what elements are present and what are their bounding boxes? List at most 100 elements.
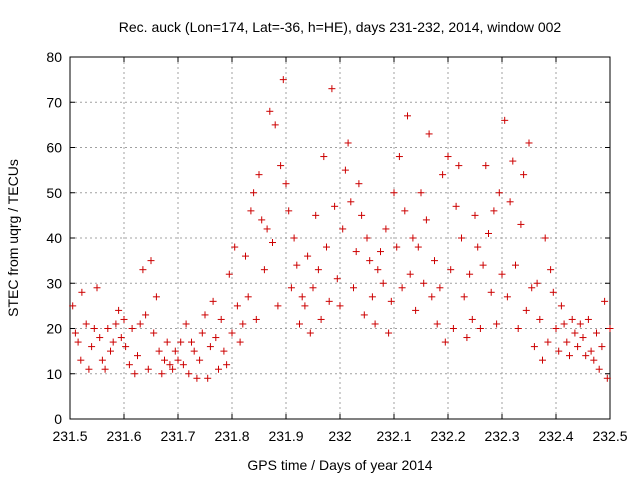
data-point [509, 157, 517, 165]
data-point [549, 288, 557, 296]
data-point [206, 343, 214, 351]
data-point [420, 279, 428, 287]
data-point [201, 311, 209, 319]
data-point [377, 248, 384, 256]
data-point [112, 320, 120, 328]
data-point [598, 343, 606, 351]
data-point [120, 315, 128, 323]
data-point [139, 266, 147, 274]
data-point [209, 297, 217, 305]
data-point [468, 315, 476, 323]
data-point [233, 302, 241, 310]
x-tick-label: 231.7 [160, 428, 195, 444]
data-point [317, 315, 325, 323]
data-point [152, 293, 160, 301]
data-point [503, 293, 511, 301]
data-point [601, 297, 609, 305]
data-point [244, 293, 252, 301]
data-point [182, 320, 190, 328]
data-point [293, 261, 301, 269]
data-point [406, 270, 414, 278]
x-tick-label: 232.4 [538, 428, 573, 444]
data-point [603, 374, 611, 382]
data-point [298, 293, 306, 301]
data-point [398, 284, 406, 292]
data-point [501, 116, 509, 124]
data-point [476, 325, 484, 332]
data-point [525, 139, 533, 147]
data-point [360, 311, 368, 319]
data-point [312, 211, 320, 219]
data-point [212, 334, 220, 342]
data-point [606, 325, 614, 332]
data-point [587, 347, 595, 355]
data-point [574, 343, 582, 351]
data-point [314, 266, 322, 274]
data-point [466, 270, 474, 278]
data-point [363, 234, 371, 242]
y-tick-label: 70 [46, 94, 62, 110]
data-point [320, 153, 328, 161]
data-point [323, 243, 330, 251]
data-point [144, 365, 152, 373]
data-point [274, 302, 282, 310]
data-point [301, 302, 309, 310]
data-point [333, 275, 341, 283]
data-point [557, 302, 565, 310]
data-point [204, 374, 212, 382]
data-point [266, 107, 274, 115]
data-point [96, 334, 104, 342]
data-point [196, 356, 204, 364]
data-point [163, 338, 171, 346]
data-point [371, 320, 379, 328]
data-point [514, 325, 522, 332]
data-point [347, 198, 355, 206]
x-tick-label: 231.6 [106, 428, 141, 444]
data-point [452, 202, 460, 210]
y-tick-label: 10 [46, 366, 62, 382]
data-point [296, 320, 303, 328]
data-point [174, 356, 182, 364]
grid-lines [70, 57, 610, 419]
data-point [582, 352, 590, 360]
data-point [325, 297, 333, 305]
data-point [595, 365, 603, 373]
data-point [179, 361, 187, 369]
data-point [382, 225, 390, 233]
data-point [493, 320, 501, 328]
data-point [255, 171, 263, 179]
data-point [190, 347, 198, 355]
data-point [279, 76, 287, 84]
data-point [474, 243, 482, 251]
data-point [247, 207, 255, 215]
data-point [117, 334, 125, 342]
data-point [579, 334, 587, 342]
data-point [306, 329, 314, 337]
data-point [128, 325, 136, 332]
data-point [242, 252, 249, 260]
x-tick-label: 232.2 [430, 428, 465, 444]
data-point [252, 315, 260, 323]
data-point [547, 266, 555, 274]
data-point [417, 189, 425, 197]
data-point [260, 266, 268, 274]
data-point [258, 216, 266, 224]
data-point [409, 234, 417, 242]
data-point [563, 338, 571, 346]
data-point [250, 189, 258, 197]
data-point [441, 338, 449, 346]
data-point [161, 356, 168, 364]
data-point [431, 257, 438, 265]
data-point [285, 207, 293, 215]
y-tick-label: 60 [46, 140, 62, 156]
x-tick-label: 231.5 [52, 428, 87, 444]
data-point [71, 329, 79, 337]
y-tick-label: 80 [46, 49, 62, 65]
data-point [290, 234, 298, 242]
data-point [282, 180, 290, 188]
data-point [336, 302, 344, 310]
data-point [552, 325, 560, 332]
data-point [414, 243, 422, 251]
y-axis: 0 10 20 30 40 50 60 70 80 [46, 49, 610, 427]
